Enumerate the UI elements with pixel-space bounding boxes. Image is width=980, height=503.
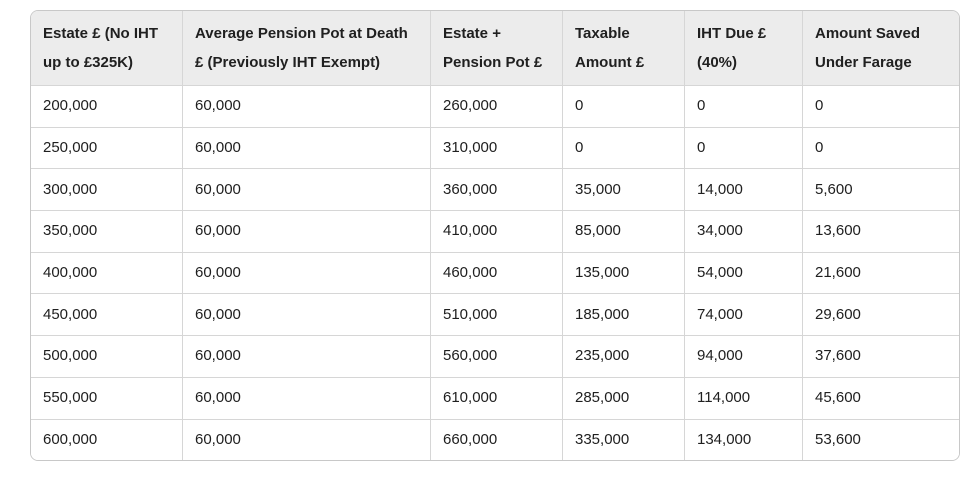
column-header: IHT Due £ (40%)	[685, 11, 803, 86]
table-cell: 35,000	[563, 169, 685, 212]
table-cell: 450,000	[31, 294, 183, 337]
iht-table-container: Estate £ (No IHT up to £325K) Average Pen…	[30, 10, 960, 462]
table-cell: 0	[803, 127, 959, 170]
table-row: 300,000 60,000 360,000 35,000 14,000 5,600	[31, 169, 959, 212]
table-cell: 185,000	[563, 294, 685, 337]
table-cell: 135,000	[563, 252, 685, 295]
table-cell: 60,000	[183, 169, 431, 212]
table-cell: 400,000	[31, 252, 183, 295]
table-cell: 235,000	[563, 336, 685, 378]
column-header: Estate + Pension Pot £	[431, 11, 563, 86]
table-cell: 37,600	[803, 336, 959, 378]
table-cell: 0	[803, 86, 959, 128]
table-cell: 310,000	[431, 127, 563, 170]
table-row: 200,000 60,000 260,000 0 0 0	[31, 86, 959, 128]
table-cell: 60,000	[183, 127, 431, 170]
table-cell: 53,600	[803, 419, 959, 461]
table-cell: 560,000	[431, 336, 563, 378]
table-cell: 260,000	[431, 86, 563, 128]
table-cell: 460,000	[431, 252, 563, 295]
table-cell: 60,000	[183, 419, 431, 461]
iht-table: Estate £ (No IHT up to £325K) Average Pen…	[30, 10, 960, 462]
table-cell: 85,000	[563, 211, 685, 253]
table-cell: 45,600	[803, 377, 959, 420]
table-cell: 250,000	[31, 127, 183, 170]
table-cell: 114,000	[685, 377, 803, 420]
table-cell: 60,000	[183, 377, 431, 420]
table-cell: 21,600	[803, 252, 959, 295]
column-header: Estate £ (No IHT up to £325K)	[31, 11, 183, 86]
table-cell: 510,000	[431, 294, 563, 337]
table-row: 350,000 60,000 410,000 85,000 34,000 13,600	[31, 211, 959, 253]
table-cell: 300,000	[31, 169, 183, 212]
table-cell: 0	[685, 127, 803, 170]
table-cell: 34,000	[685, 211, 803, 253]
column-header: Average Pension Pot at Death £ (Previous…	[183, 11, 431, 86]
table-cell: 335,000	[563, 419, 685, 461]
table-cell: 660,000	[431, 419, 563, 461]
table-cell: 0	[563, 127, 685, 170]
table-cell: 60,000	[183, 86, 431, 128]
table-row: 250,000 60,000 310,000 0 0 0	[31, 127, 959, 170]
table-row: 450,000 60,000 510,000 185,000 74,000 29,600	[31, 294, 959, 337]
table-cell: 60,000	[183, 252, 431, 295]
column-header: Amount Saved Under Farage	[803, 11, 959, 86]
table-cell: 360,000	[431, 169, 563, 212]
table-cell: 60,000	[183, 294, 431, 337]
table-cell: 550,000	[31, 377, 183, 420]
header-row: Estate £ (No IHT up to £325K) Average Pen…	[31, 11, 959, 86]
table-row: 400,000 60,000 460,000 135,000 54,000 21,600	[31, 252, 959, 295]
table-cell: 5,600	[803, 169, 959, 212]
table-cell: 13,600	[803, 211, 959, 253]
table-cell: 600,000	[31, 419, 183, 461]
table-cell: 29,600	[803, 294, 959, 337]
table-row: 600,000 60,000 660,000 335,000 134,000 53,600	[31, 419, 959, 461]
table-row: 500,000 60,000 560,000 235,000 94,000 37,600	[31, 336, 959, 378]
table-cell: 200,000	[31, 86, 183, 128]
table-cell: 74,000	[685, 294, 803, 337]
table-cell: 285,000	[563, 377, 685, 420]
table-cell: 410,000	[431, 211, 563, 253]
table-cell: 350,000	[31, 211, 183, 253]
table-cell: 134,000	[685, 419, 803, 461]
table-cell: 0	[685, 86, 803, 128]
table-cell: 60,000	[183, 211, 431, 253]
table-cell: 94,000	[685, 336, 803, 378]
table-cell: 0	[563, 86, 685, 128]
table-cell: 60,000	[183, 336, 431, 378]
table-body: 200,000 60,000 260,000 0 0 0 250,000 60,000 310,…	[31, 86, 959, 461]
table-cell: 54,000	[685, 252, 803, 295]
table-row: 550,000 60,000 610,000 285,000 114,000 45,600	[31, 377, 959, 420]
table-cell: 500,000	[31, 336, 183, 378]
table-cell: 14,000	[685, 169, 803, 212]
table-cell: 610,000	[431, 377, 563, 420]
column-header: Taxable Amount £	[563, 11, 685, 86]
